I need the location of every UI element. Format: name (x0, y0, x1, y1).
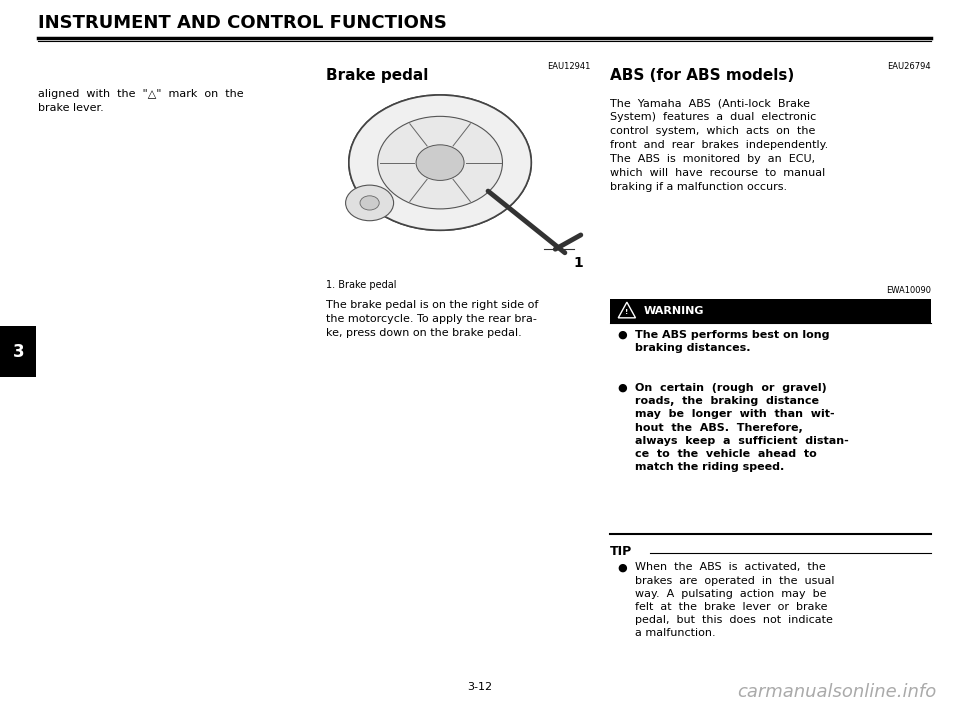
Bar (610, 299, 931, 323)
Text: The  Yamaha  ABS  (Anti-lock  Brake
System)  features  a  dual  electronic
contr: The Yamaha ABS (Anti-lock Brake System) … (610, 98, 828, 192)
Circle shape (377, 116, 502, 209)
Text: aligned  with  the  "△"  mark  on  the
brake lever.: aligned with the "△" mark on the brake l… (38, 89, 244, 113)
Text: EWA10090: EWA10090 (886, 286, 931, 295)
Text: !: ! (625, 308, 629, 315)
Circle shape (348, 95, 531, 230)
Circle shape (346, 185, 394, 221)
Text: ●: ● (617, 562, 627, 572)
Circle shape (416, 145, 464, 180)
Text: INSTRUMENT AND CONTROL FUNCTIONS: INSTRUMENT AND CONTROL FUNCTIONS (38, 14, 447, 32)
Circle shape (377, 116, 502, 209)
Text: WARNING: WARNING (644, 305, 705, 316)
Text: 3: 3 (12, 342, 24, 361)
Circle shape (348, 95, 531, 230)
Text: 3-12: 3-12 (468, 682, 492, 692)
Text: The brake pedal is on the right side of
the motorcycle. To apply the rear bra-
k: The brake pedal is on the right side of … (326, 300, 539, 338)
Text: ●: ● (617, 330, 627, 340)
Circle shape (416, 145, 464, 180)
Text: TIP: TIP (610, 545, 632, 557)
Text: 1: 1 (573, 256, 583, 271)
Text: When  the  ABS  is  activated,  the
brakes  are  operated  in  the  usual
way.  : When the ABS is activated, the brakes ar… (635, 562, 834, 639)
Text: The ABS performs best on long
braking distances.: The ABS performs best on long braking di… (635, 330, 829, 353)
Text: On  certain  (rough  or  gravel)
roads,  the  braking  distance
may  be  longer : On certain (rough or gravel) roads, the … (635, 383, 849, 472)
Text: EAU12941: EAU12941 (547, 62, 590, 71)
Text: EAU26794: EAU26794 (888, 62, 931, 71)
Circle shape (360, 196, 379, 210)
Text: 1. Brake pedal: 1. Brake pedal (326, 280, 396, 290)
Text: carmanualsonline.info: carmanualsonline.info (736, 684, 936, 701)
Text: ABS (for ABS models): ABS (for ABS models) (610, 68, 794, 83)
Text: Brake pedal: Brake pedal (326, 68, 429, 83)
Bar (0, 326, 36, 377)
Bar (331, 82, 590, 274)
Polygon shape (341, 92, 581, 231)
Text: ●: ● (617, 383, 627, 393)
